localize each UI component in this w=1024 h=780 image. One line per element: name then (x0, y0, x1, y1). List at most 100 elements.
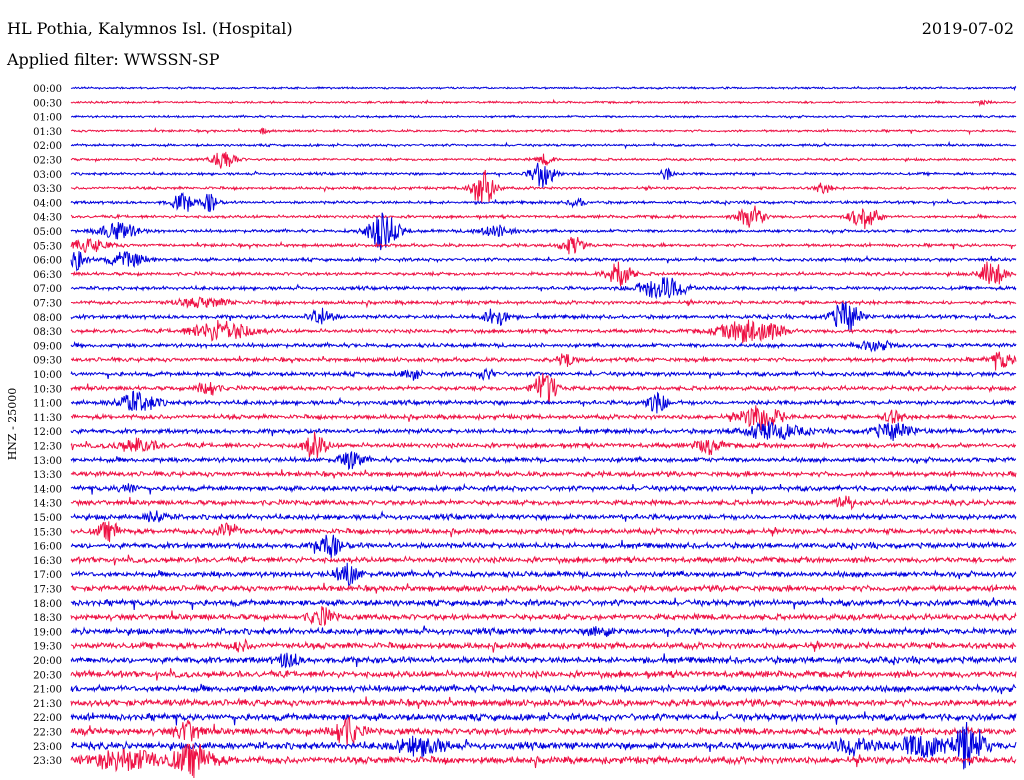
trace-0000 (70, 85, 1017, 92)
trace-1630 (70, 554, 1017, 566)
time-label-0130: 01:30 (33, 127, 62, 138)
time-labels: 00:00 00:30 01:00 01:30 02:00 02:30 03:00 03:30… (33, 84, 62, 767)
trace-2200 (70, 711, 1017, 726)
trace-0200 (70, 140, 1017, 150)
time-label-1200: 12:00 (33, 427, 62, 438)
time-label-0630: 06:30 (33, 270, 62, 281)
time-label-1600: 16:00 (33, 542, 62, 553)
trace-0230 (70, 151, 1017, 169)
time-label-1830: 18:30 (33, 613, 62, 624)
time-label-1730: 17:30 (33, 585, 62, 596)
time-label-2000: 20:00 (33, 656, 62, 667)
trace-1200 (70, 421, 1017, 442)
time-label-1330: 13:30 (33, 470, 62, 481)
trace-0500 (70, 212, 1017, 251)
trace-0430 (70, 205, 1017, 230)
seismic-traces (70, 85, 1017, 779)
trace-2300 (70, 721, 1017, 770)
trace-1030 (70, 373, 1017, 404)
trace-0730 (71, 296, 1017, 309)
time-label-0730: 07:30 (33, 299, 62, 310)
time-label-0530: 05:30 (33, 241, 62, 252)
trace-2330 (70, 743, 1017, 779)
time-label-0100: 01:00 (33, 113, 62, 124)
time-label-0330: 03:30 (33, 184, 62, 195)
trace-1430 (70, 495, 1017, 511)
time-label-1300: 13:00 (33, 456, 62, 467)
time-label-0600: 06:00 (33, 256, 62, 267)
trace-1830 (70, 606, 1017, 627)
date-label: 2019-07-02 (921, 19, 1014, 38)
time-label-1800: 18:00 (33, 599, 62, 610)
trace-1100 (70, 390, 1017, 414)
time-label-1130: 11:30 (33, 413, 62, 424)
time-label-1500: 15:00 (33, 513, 62, 524)
time-label-1100: 11:00 (33, 399, 62, 410)
time-label-1530: 15:30 (33, 527, 62, 538)
time-label-2200: 22:00 (33, 713, 62, 724)
time-label-1930: 19:30 (33, 642, 62, 653)
trace-0530 (70, 236, 1017, 255)
trace-1930 (70, 638, 1017, 653)
channel-label: HNZ - 25000 (6, 388, 19, 461)
time-label-0700: 07:00 (33, 284, 62, 295)
time-label-2130: 21:30 (33, 699, 62, 710)
time-label-1700: 17:00 (33, 570, 62, 581)
time-label-2230: 22:30 (33, 728, 62, 739)
trace-1400 (70, 482, 1017, 495)
trace-1500 (70, 510, 1017, 523)
time-label-0500: 05:00 (33, 227, 62, 238)
time-label-1400: 14:00 (33, 484, 62, 495)
trace-1300 (70, 450, 1017, 471)
time-label-1430: 14:30 (33, 499, 62, 510)
time-label-2300: 23:00 (33, 742, 62, 753)
trace-1600 (70, 534, 1017, 559)
trace-0130 (70, 126, 1017, 136)
filter-label: Applied filter: WWSSN-SP (7, 50, 220, 69)
trace-2030 (70, 668, 1017, 681)
trace-0700 (70, 277, 1017, 300)
time-label-0400: 04:00 (33, 198, 62, 209)
trace-1130 (70, 405, 1017, 431)
trace-0030 (70, 98, 1017, 107)
trace-0630 (70, 261, 1017, 287)
time-label-2330: 23:30 (33, 756, 62, 767)
trace-1800 (70, 597, 1017, 611)
trace-0300 (70, 162, 1017, 188)
time-label-1230: 12:30 (33, 442, 62, 453)
time-label-0030: 00:30 (33, 98, 62, 109)
time-label-0930: 09:30 (33, 356, 62, 367)
time-label-0300: 03:00 (33, 170, 62, 181)
trace-2100 (70, 683, 1017, 695)
time-label-1030: 10:30 (33, 384, 62, 395)
trace-1730 (70, 582, 1017, 594)
time-label-0200: 02:00 (33, 141, 62, 152)
time-label-0830: 08:30 (33, 327, 62, 338)
trace-1330 (70, 469, 1017, 479)
trace-2130 (70, 696, 1017, 709)
trace-0600 (70, 250, 1017, 272)
time-label-0230: 02:30 (33, 156, 62, 167)
time-label-1900: 19:00 (33, 627, 62, 638)
time-label-2100: 21:00 (33, 685, 62, 696)
trace-0900 (70, 339, 1017, 353)
trace-2230 (70, 716, 1017, 747)
trace-1700 (71, 562, 1017, 586)
trace-0330 (70, 169, 1017, 204)
time-label-0900: 09:00 (33, 341, 62, 352)
trace-2000 (70, 652, 1017, 669)
time-label-0800: 08:00 (33, 313, 62, 324)
time-label-2030: 20:30 (33, 670, 62, 681)
trace-1900 (70, 625, 1017, 638)
time-label-1000: 10:00 (33, 370, 62, 381)
trace-0100 (70, 114, 1017, 120)
trace-0930 (70, 351, 1017, 371)
trace-0400 (70, 192, 1017, 213)
trace-1000 (70, 367, 1017, 382)
time-label-0430: 04:30 (33, 213, 62, 224)
station-title: HL Pothia, Kalymnos Isl. (Hospital) (7, 19, 293, 38)
trace-1230 (70, 431, 1017, 459)
time-label-0000: 00:00 (33, 84, 62, 95)
trace-1530 (70, 521, 1017, 543)
